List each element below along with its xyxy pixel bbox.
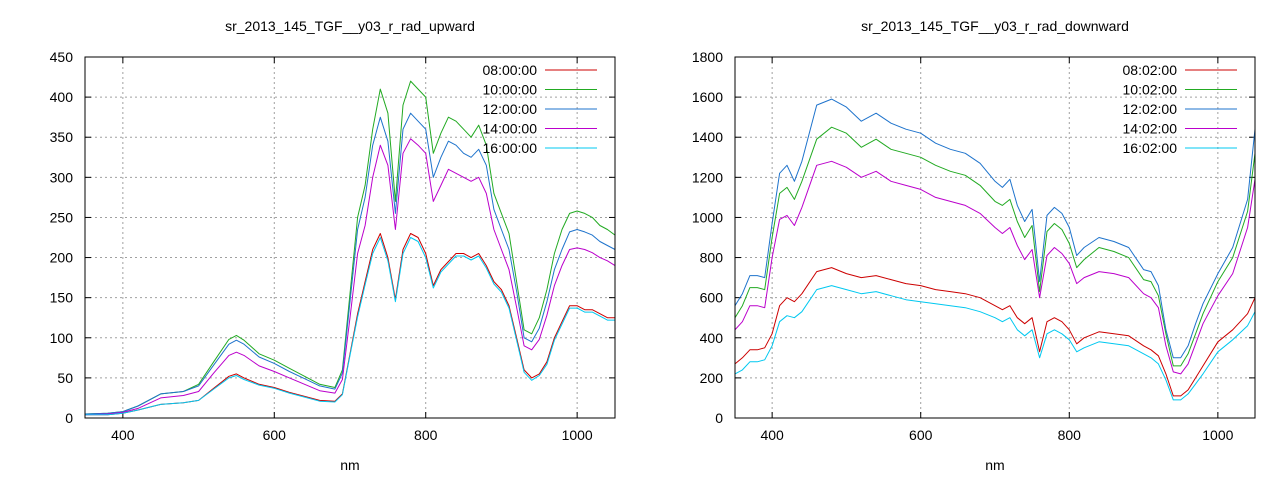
legend-label: 16:02:00 <box>1123 140 1178 156</box>
downward-radiance-chart: sr_2013_145_TGF__y03_r_rad_downward nm 4… <box>692 18 1256 473</box>
y-tick-label: 600 <box>700 290 724 306</box>
y-tick-label: 1400 <box>692 129 723 145</box>
y-tick-label: 100 <box>50 330 74 346</box>
series-line-2 <box>85 112 615 415</box>
y-tick-label: 200 <box>700 370 724 386</box>
y-tick-label: 1200 <box>692 169 723 185</box>
legend-label: 12:00:00 <box>483 101 538 117</box>
y-tick-label: 150 <box>50 290 74 306</box>
legend-label: 14:00:00 <box>483 121 538 137</box>
x-tick-label: 400 <box>111 427 135 443</box>
x-axis-label: nm <box>985 457 1004 473</box>
y-tick-label: 1800 <box>692 49 723 65</box>
x-tick-label: 1000 <box>1202 427 1233 443</box>
chart-title: sr_2013_145_TGF__y03_r_rad_downward <box>861 18 1129 34</box>
x-tick-label: 600 <box>909 427 933 443</box>
series-lines <box>735 98 1255 401</box>
x-tick-label: 400 <box>760 427 784 443</box>
grid-lines <box>735 56 1255 419</box>
y-tick-label: 0 <box>715 410 723 426</box>
legend-label: 12:02:00 <box>1123 101 1178 117</box>
legend: 08:00:00 10:00:00 12:00:00 14:00:00 16:00:00 <box>483 62 597 156</box>
y-tick-label: 0 <box>65 410 73 426</box>
y-tick-label: 300 <box>50 169 74 185</box>
legend-label: 08:02:00 <box>1123 62 1178 78</box>
y-tick-label: 400 <box>50 89 74 105</box>
series-line-2 <box>735 98 1255 359</box>
y-tick-label: 200 <box>50 250 74 266</box>
x-tick-label: 1000 <box>562 427 593 443</box>
legend-label: 10:02:00 <box>1123 82 1178 98</box>
series-line-1 <box>85 80 615 415</box>
series-line-3 <box>85 138 615 416</box>
series-line-1 <box>735 126 1255 367</box>
legend: 08:02:00 10:02:00 12:02:00 14:02:00 16:02:00 <box>1123 62 1237 156</box>
y-tick-label: 50 <box>57 370 73 386</box>
series-lines <box>85 80 615 416</box>
x-axis-label: nm <box>340 457 359 473</box>
y-tick-label: 1000 <box>692 209 723 225</box>
series-line-3 <box>735 160 1255 375</box>
legend-label: 10:00:00 <box>483 82 538 98</box>
x-tick-label: 600 <box>263 427 287 443</box>
y-tick-label: 450 <box>50 49 74 65</box>
plot-frame <box>734 56 1256 419</box>
legend-label: 14:02:00 <box>1123 121 1178 137</box>
legend-label: 16:00:00 <box>483 140 538 156</box>
y-tick-label: 400 <box>700 330 724 346</box>
y-tick-label: 800 <box>700 250 724 266</box>
upward-radiance-chart: sr_2013_145_TGF__y03_r_rad_upward nm 400… <box>50 18 616 473</box>
series-line-0 <box>85 233 615 416</box>
x-tick-label: 800 <box>414 427 438 443</box>
series-line-0 <box>735 267 1255 397</box>
x-tick-label: 800 <box>1058 427 1082 443</box>
y-tick-label: 350 <box>50 129 74 145</box>
legend-label: 08:00:00 <box>483 62 538 78</box>
y-tick-label: 1600 <box>692 89 723 105</box>
chart-title: sr_2013_145_TGF__y03_r_rad_upward <box>225 18 475 34</box>
y-tick-label: 250 <box>50 209 74 225</box>
series-line-4 <box>85 237 615 416</box>
plot-frame <box>84 56 616 419</box>
series-line-4 <box>735 285 1255 401</box>
